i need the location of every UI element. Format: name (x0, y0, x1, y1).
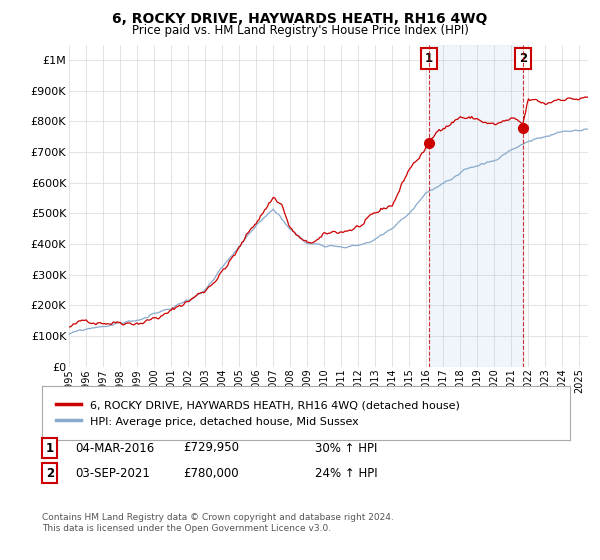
Text: £729,950: £729,950 (183, 441, 239, 455)
Text: 24% ↑ HPI: 24% ↑ HPI (315, 466, 377, 480)
Text: £780,000: £780,000 (183, 466, 239, 480)
Text: 1: 1 (46, 441, 54, 455)
Legend: 6, ROCKY DRIVE, HAYWARDS HEATH, RH16 4WQ (detached house), HPI: Average price, d: 6, ROCKY DRIVE, HAYWARDS HEATH, RH16 4WQ… (53, 396, 463, 430)
Text: 2: 2 (46, 466, 54, 480)
Text: 30% ↑ HPI: 30% ↑ HPI (315, 441, 377, 455)
Text: 2: 2 (519, 52, 527, 65)
Text: 04-MAR-2016: 04-MAR-2016 (75, 441, 154, 455)
Bar (429, 45, 523, 367)
Text: Contains HM Land Registry data © Crown copyright and database right 2024.: Contains HM Land Registry data © Crown c… (42, 513, 394, 522)
Text: 03-SEP-2021: 03-SEP-2021 (75, 466, 150, 480)
Text: Price paid vs. HM Land Registry's House Price Index (HPI): Price paid vs. HM Land Registry's House … (131, 24, 469, 36)
Text: This data is licensed under the Open Government Licence v3.0.: This data is licensed under the Open Gov… (42, 524, 331, 533)
Text: 1: 1 (425, 52, 433, 65)
Text: 6, ROCKY DRIVE, HAYWARDS HEATH, RH16 4WQ: 6, ROCKY DRIVE, HAYWARDS HEATH, RH16 4WQ (112, 12, 488, 26)
